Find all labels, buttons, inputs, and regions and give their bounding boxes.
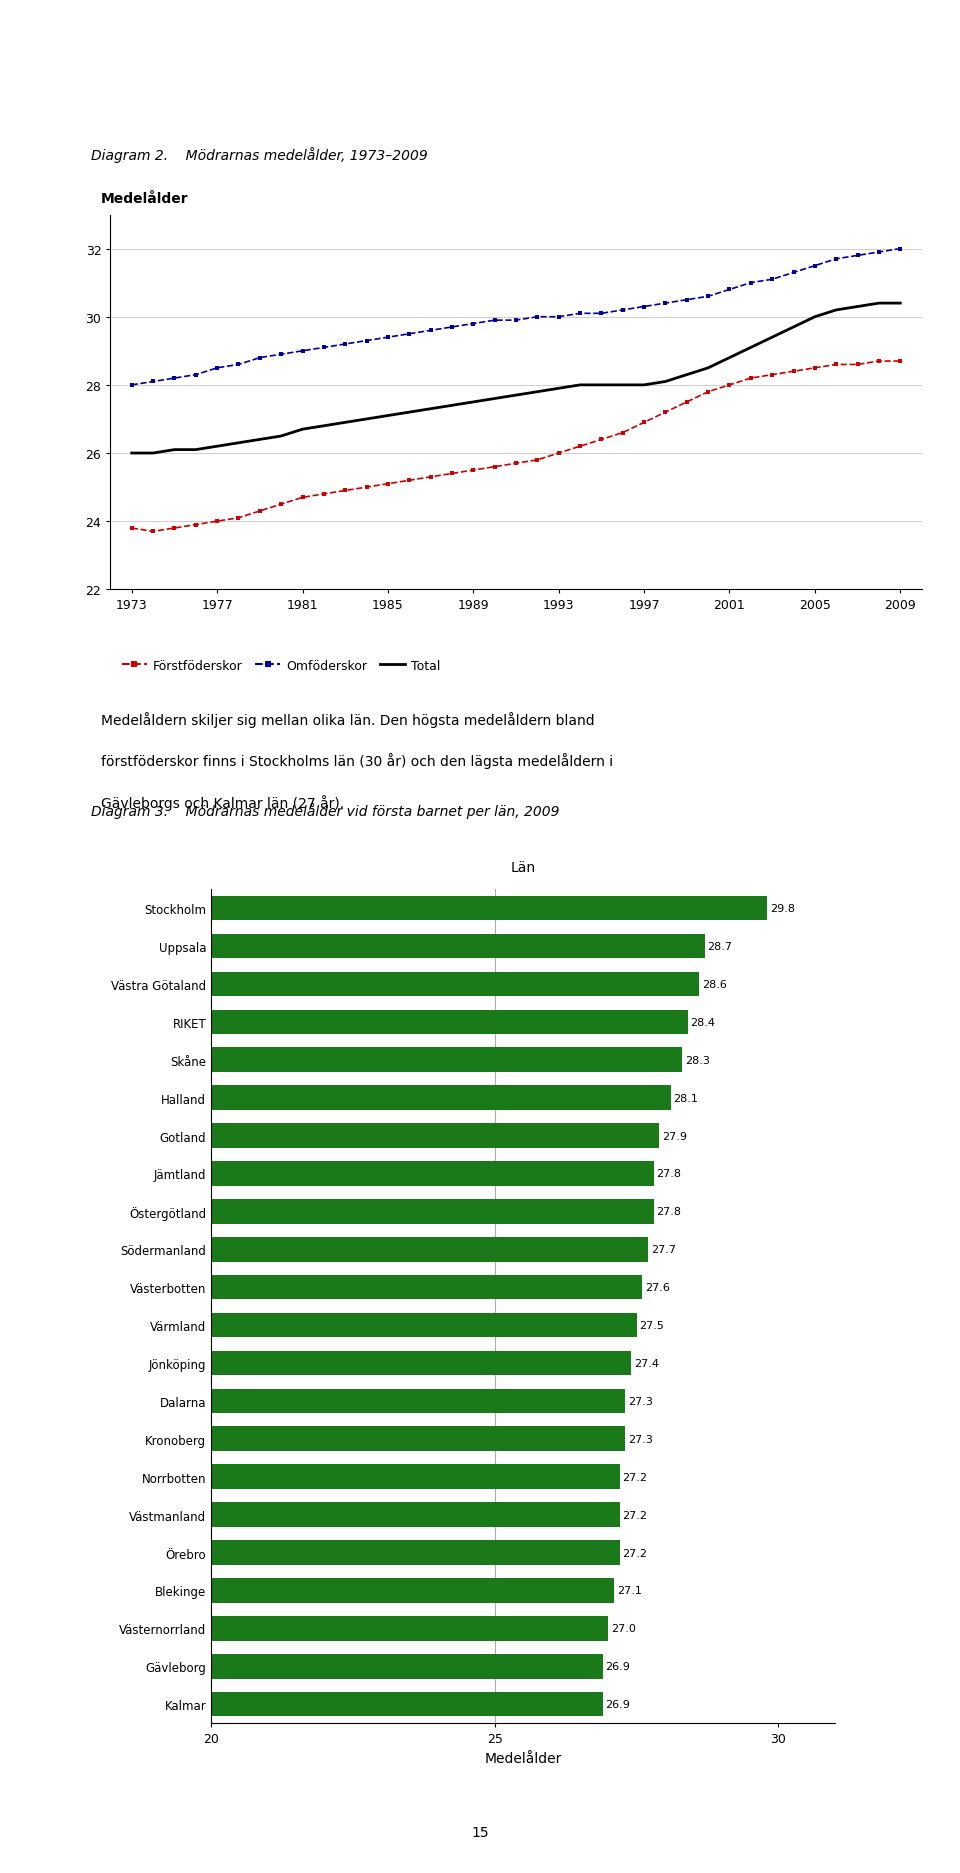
Text: 26.9: 26.9	[606, 1661, 631, 1671]
Text: 27.5: 27.5	[639, 1320, 664, 1330]
Bar	[211, 1502, 619, 1526]
Bar	[211, 1616, 609, 1641]
Text: 27.3: 27.3	[628, 1395, 653, 1407]
Bar	[211, 1313, 636, 1337]
Bar	[211, 935, 705, 959]
Bar	[211, 1465, 619, 1489]
Legend: Förstföderskor, Omföderskor, Total: Förstföderskor, Omföderskor, Total	[117, 654, 445, 678]
Bar	[211, 1388, 625, 1414]
Text: 27.4: 27.4	[634, 1358, 659, 1369]
Text: 27.7: 27.7	[651, 1244, 676, 1255]
Text: 27.8: 27.8	[657, 1169, 682, 1178]
Text: 28.6: 28.6	[702, 980, 727, 989]
Bar	[211, 1427, 625, 1452]
Bar	[211, 1276, 642, 1300]
Bar	[211, 1238, 648, 1262]
Text: Medelåldern skiljer sig mellan olika län. Den högsta medelåldern bland: Medelåldern skiljer sig mellan olika län…	[101, 712, 594, 729]
Text: Län: Län	[511, 862, 536, 875]
Bar	[211, 1086, 671, 1111]
Bar	[211, 1161, 654, 1186]
Text: 28.1: 28.1	[674, 1094, 699, 1103]
X-axis label: Medelålder: Medelålder	[485, 1751, 562, 1764]
Bar	[211, 1691, 603, 1716]
Text: 27.9: 27.9	[662, 1131, 687, 1141]
Bar	[211, 1010, 687, 1034]
Bar	[211, 1654, 603, 1678]
Text: 27.8: 27.8	[657, 1206, 682, 1217]
Text: Diagram 2.    Mödrarnas medelålder, 1973–2009: Diagram 2. Mödrarnas medelålder, 1973–20…	[91, 146, 428, 163]
Bar	[211, 1199, 654, 1225]
Text: 29.8: 29.8	[770, 903, 795, 914]
Bar	[211, 1350, 631, 1375]
Text: 27.2: 27.2	[622, 1510, 647, 1519]
Bar	[211, 1579, 614, 1603]
Text: förstföderskor finns i Stockholms län (30 år) och den lägsta medelåldern i: förstföderskor finns i Stockholms län (3…	[101, 753, 612, 770]
Text: 15: 15	[471, 1826, 489, 1839]
Text: Diagram 3.    Mödrarnas medelålder vid första barnet per län, 2009: Diagram 3. Mödrarnas medelålder vid förs…	[91, 802, 560, 819]
Text: 28.4: 28.4	[690, 1017, 715, 1026]
Text: 27.2: 27.2	[622, 1472, 647, 1482]
Text: Gävleborgs och Kalmar län (27 år).: Gävleborgs och Kalmar län (27 år).	[101, 794, 344, 811]
Text: 27.1: 27.1	[616, 1586, 641, 1596]
Bar	[211, 1047, 682, 1073]
Text: 26.9: 26.9	[606, 1699, 631, 1710]
Text: Medelålder: Medelålder	[101, 193, 188, 206]
Text: 27.3: 27.3	[628, 1435, 653, 1444]
Text: 27.2: 27.2	[622, 1547, 647, 1558]
Bar	[211, 972, 699, 996]
Text: 28.7: 28.7	[708, 942, 732, 951]
Text: 27.6: 27.6	[645, 1283, 670, 1292]
Bar	[211, 897, 767, 922]
Text: 28.3: 28.3	[684, 1054, 709, 1066]
Bar	[211, 1540, 619, 1566]
Bar	[211, 1124, 660, 1148]
Text: 27.0: 27.0	[612, 1624, 636, 1633]
